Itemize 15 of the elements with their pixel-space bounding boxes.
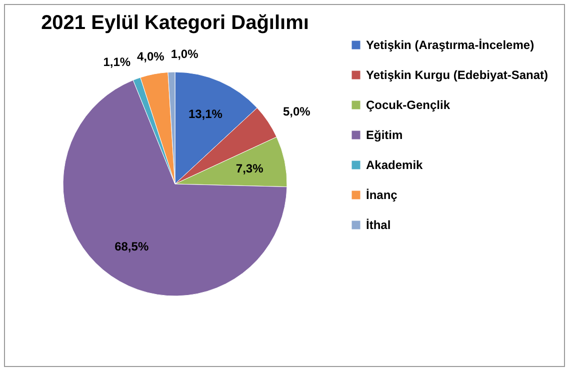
chart-title: 2021 Eylül Kategori Dağılımı xyxy=(41,12,309,34)
data-label: 5,0% xyxy=(282,104,311,119)
legend-label: Çocuk-Gençlik xyxy=(366,98,450,112)
legend-label: Eğitim xyxy=(366,128,403,142)
legend-label: Yetişkin Kurgu (Edebiyat-Sanat) xyxy=(366,68,548,82)
data-label: 13,1% xyxy=(188,107,223,122)
legend-label: İthal xyxy=(366,218,391,232)
legend-label: Yetişkin (Araştırma-İnceleme) xyxy=(366,38,534,52)
data-label: 1,0% xyxy=(170,47,199,62)
data-label: 68,5% xyxy=(114,240,149,254)
legend-label: İnanç xyxy=(366,188,398,202)
data-label: 4,0% xyxy=(136,49,165,64)
data-label: 1,1% xyxy=(103,54,131,69)
legend-label: Akademik xyxy=(366,158,424,172)
data-label: 7,3% xyxy=(236,162,264,176)
